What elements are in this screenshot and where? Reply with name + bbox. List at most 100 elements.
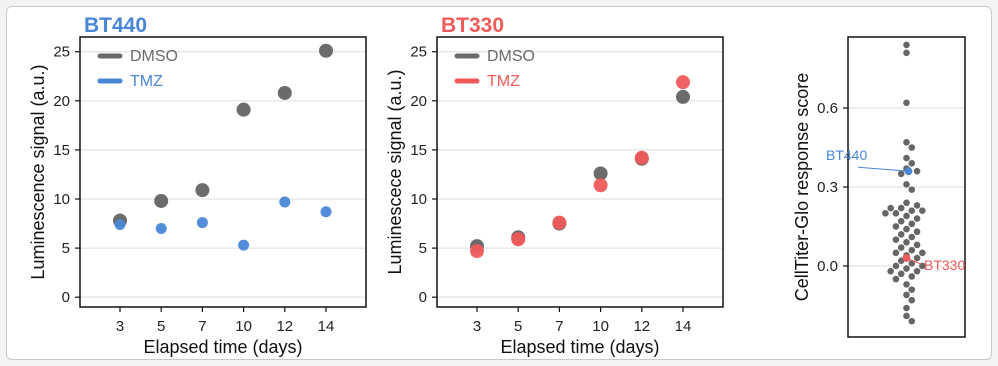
x-tick-label: 3	[473, 318, 481, 335]
swarm-point	[903, 212, 910, 220]
dmso-point	[676, 89, 690, 104]
highlight-label: BT330	[924, 257, 965, 273]
swarm-point	[913, 254, 921, 262]
tmz-point	[320, 206, 332, 218]
y-axis-label: Luminescence signal (a.u.)	[28, 64, 48, 279]
dmso-point	[593, 166, 608, 181]
x-tick-label: 12	[276, 318, 293, 335]
legend-label: TMZ	[487, 73, 520, 90]
panel-title: BT440	[84, 14, 147, 37]
x-tick-label: 7	[198, 318, 206, 335]
swarm-point	[892, 236, 900, 243]
swarm-point	[903, 312, 910, 320]
highlight-leader	[857, 166, 909, 172]
swarm-point	[908, 246, 916, 254]
swarm-point	[903, 225, 910, 233]
y-tick-label: 15	[53, 142, 70, 159]
swarm-point	[887, 267, 894, 275]
highlight-label: BT440	[826, 147, 867, 163]
swarm-point	[892, 275, 900, 283]
tmz-point	[279, 196, 291, 208]
swarm-point	[897, 244, 905, 251]
tmz-point	[196, 217, 208, 229]
swarm-point	[903, 291, 910, 299]
dmso-point	[236, 102, 251, 117]
swarm-point	[897, 170, 905, 178]
y-tick-label: 0.3	[817, 179, 838, 196]
dmso-point	[319, 43, 333, 58]
figure-frame	[6, 6, 992, 360]
y-tick-label: 25	[53, 44, 70, 61]
swarm-point	[903, 304, 910, 312]
swarm-point	[882, 210, 889, 217]
swarm-point	[903, 41, 910, 49]
swarm-point	[897, 204, 905, 212]
tmz-point	[593, 178, 608, 193]
swarm-point	[908, 296, 916, 304]
swarm-point	[919, 249, 926, 257]
swarm-point	[903, 181, 910, 188]
panel-title: BT330	[441, 14, 504, 37]
dmso-point	[277, 85, 292, 100]
tmz-point	[634, 150, 649, 165]
x-tick-label: 3	[116, 318, 124, 335]
y-tick-label: 0	[419, 289, 427, 306]
swarm-point	[887, 204, 894, 212]
swarm-point	[913, 202, 921, 209]
tmz-point	[114, 219, 126, 231]
swarm-point	[897, 270, 905, 278]
y-tick-label: 25	[410, 44, 427, 61]
swarm-point	[908, 220, 916, 228]
x-tick-label: 10	[592, 318, 609, 335]
tmz-point	[676, 75, 690, 90]
dmso-point	[195, 183, 210, 198]
swarm-point	[908, 273, 916, 280]
x-axis-label: Elapsed time (days)	[500, 337, 659, 357]
swarm-point	[908, 317, 916, 325]
swarm-point	[908, 144, 916, 151]
plot-frame-1	[79, 36, 367, 308]
swarm-point	[903, 199, 910, 207]
y-tick-label: 0.6	[817, 100, 838, 117]
swarm-point	[892, 210, 900, 217]
highlight-leader	[906, 257, 922, 265]
x-tick-label: 12	[633, 318, 650, 335]
y-tick-label: 5	[62, 240, 70, 257]
swarm-point	[903, 138, 910, 146]
swarm-point	[908, 207, 916, 214]
y-tick-label: 10	[410, 191, 427, 208]
tmz-point	[470, 244, 484, 259]
x-axis-label: Elapsed time (days)	[143, 337, 302, 357]
y-tick-label: 20	[53, 93, 70, 110]
y-tick-label: 15	[410, 142, 427, 159]
tmz-point	[238, 239, 250, 251]
swarm-point	[903, 281, 910, 288]
swarm-point	[908, 186, 916, 193]
swarm-point	[913, 241, 921, 249]
swarm-point	[897, 231, 905, 238]
x-tick-label: 5	[514, 318, 522, 335]
swarm-point	[903, 154, 910, 162]
x-tick-label: 14	[318, 318, 335, 335]
y-tick-label: 0.0	[817, 258, 838, 275]
swarm-point	[913, 228, 921, 236]
swarm-point	[892, 223, 900, 230]
dmso-point	[154, 193, 169, 208]
tmz-point	[511, 232, 526, 247]
y-tick-label: 0	[62, 289, 70, 306]
y-tick-label: 5	[419, 240, 427, 257]
legend-label: DMSO	[487, 48, 535, 65]
highlight-point	[904, 167, 913, 176]
swarm-point	[908, 286, 916, 293]
swarm-point	[919, 207, 926, 214]
y-axis-label: CellTiter-Glo response score	[792, 73, 812, 301]
y-tick-label: 10	[53, 191, 70, 208]
swarm-point	[908, 260, 916, 267]
x-tick-label: 5	[157, 318, 165, 335]
swarm-point	[892, 249, 900, 257]
swarm-point	[903, 99, 910, 107]
y-tick-label: 20	[410, 93, 427, 110]
swarm-point	[908, 233, 916, 241]
y-axis-label: Luminescece signal (a.u.)	[385, 69, 405, 274]
